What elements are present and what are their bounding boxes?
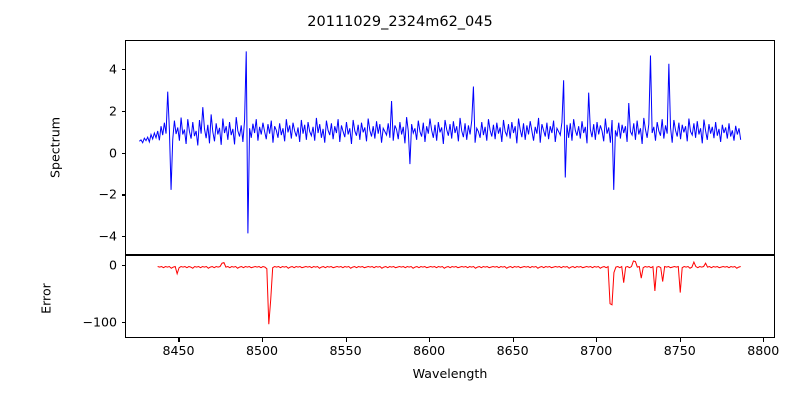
xtick-label-5: 8700 [580, 343, 613, 358]
spectrum-axes [125, 40, 775, 255]
ytick-label-spectrum-0: 4 [108, 61, 117, 77]
ytick-mark-error-1 [121, 322, 125, 324]
error-plot-area [126, 256, 774, 337]
ytick-label-spectrum-4: −4 [98, 228, 117, 244]
xtick-mark-3 [429, 338, 431, 342]
xtick-label-7: 8800 [747, 343, 780, 358]
ytick-mark-spectrum-3 [121, 194, 125, 196]
ytick-label-error-1: −100 [82, 314, 117, 330]
figure-title: 20111029_2324m62_045 [307, 14, 493, 30]
spectrum-plot-area [126, 41, 774, 254]
xtick-label-3: 8600 [413, 343, 446, 358]
x-axis-label: Wavelength [412, 366, 488, 381]
xtick-label-4: 8650 [496, 343, 529, 358]
ytick-mark-error-0 [121, 265, 125, 267]
ytick-label-error-0: 0 [108, 257, 117, 273]
xtick-label-0: 8450 [162, 343, 195, 358]
ytick-label-spectrum-3: −2 [98, 186, 117, 202]
xtick-mark-6 [679, 338, 681, 342]
error-y-axis-label: Error [38, 283, 54, 314]
ytick-label-spectrum-2: 0 [108, 145, 117, 161]
xtick-mark-0 [178, 338, 180, 342]
ytick-mark-spectrum-0 [121, 69, 125, 71]
xtick-mark-5 [596, 338, 598, 342]
ytick-mark-spectrum-1 [121, 110, 125, 113]
ytick-mark-spectrum-4 [121, 236, 125, 238]
error-axes [125, 255, 775, 338]
xtick-label-1: 8500 [245, 343, 279, 358]
xtick-mark-1 [262, 338, 264, 342]
xtick-label-2: 8550 [329, 343, 362, 358]
xtick-mark-4 [512, 338, 514, 342]
spectrum-line [139, 51, 740, 233]
ytick-mark-spectrum-2 [121, 152, 125, 154]
ytick-label-spectrum-1: 2 [108, 103, 117, 119]
xtick-mark-7 [763, 338, 765, 342]
error-line [158, 261, 741, 324]
xtick-mark-2 [345, 338, 347, 342]
xtick-label-6: 8750 [663, 343, 696, 358]
